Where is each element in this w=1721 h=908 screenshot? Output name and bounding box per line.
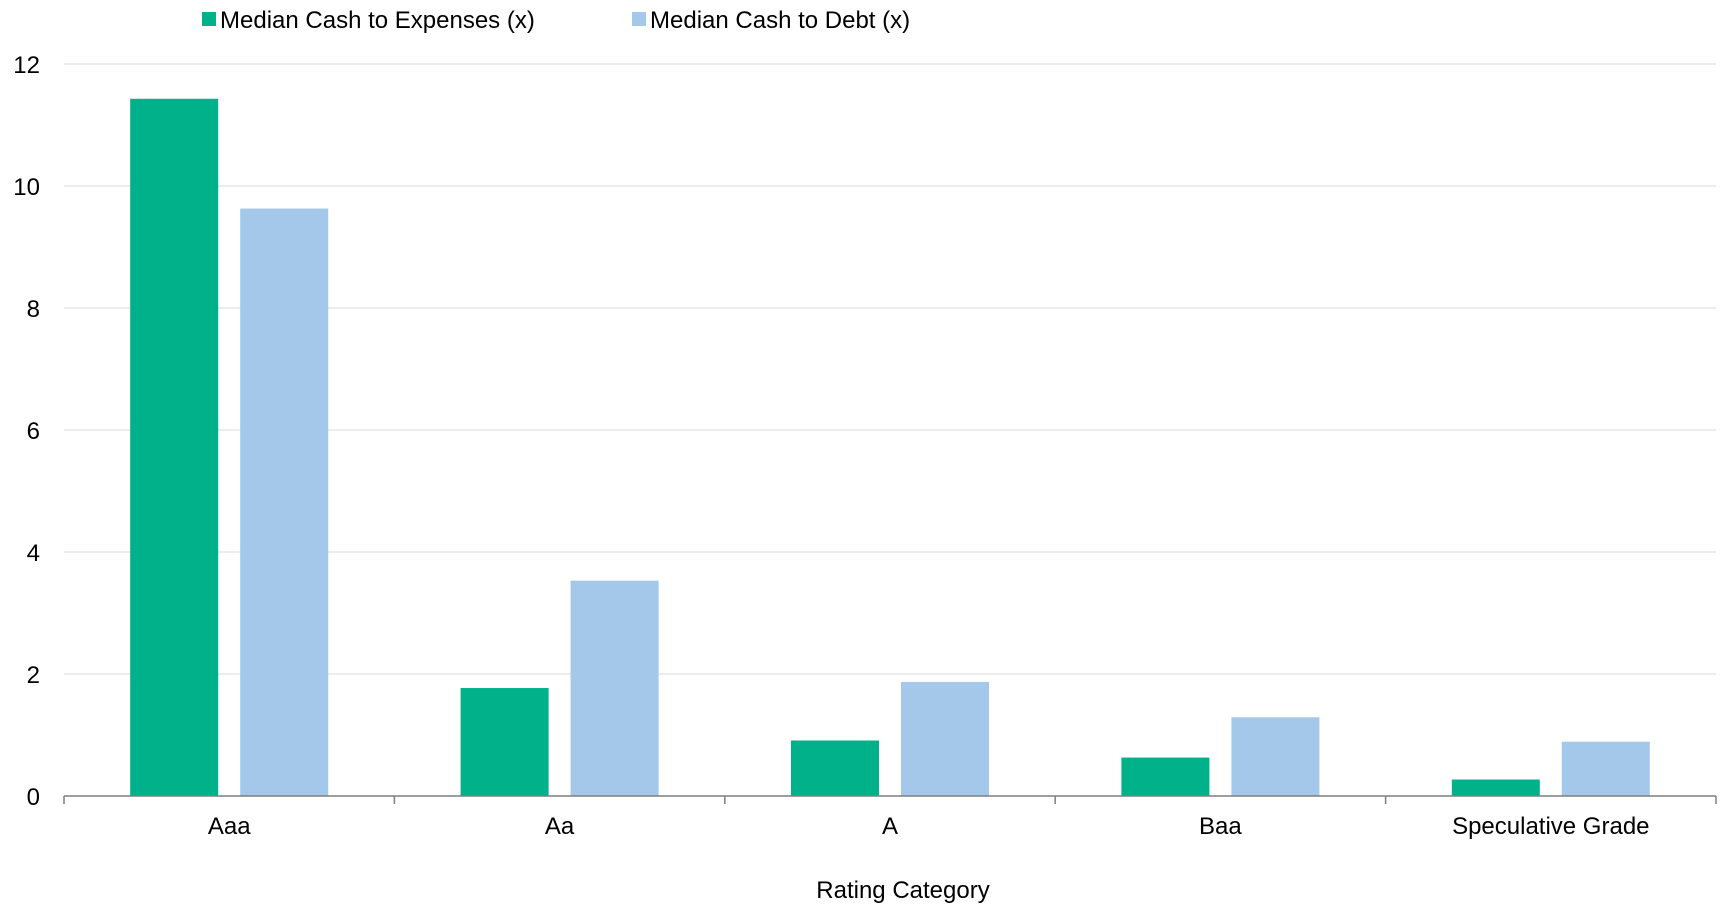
y-tick-label: 0 <box>27 784 40 811</box>
y-tick-label: 2 <box>27 662 40 689</box>
legend-swatch <box>632 12 646 26</box>
bar-cash-to-expenses <box>460 688 549 796</box>
y-tick-label: 4 <box>27 540 40 567</box>
legend: Median Cash to Expenses (x) Median Cash t… <box>202 7 910 34</box>
bar-cash-to-expenses <box>130 98 219 796</box>
bar-cash-to-expenses <box>1121 757 1210 796</box>
legend-label: Median Cash to Debt (x) <box>650 7 910 34</box>
gridlines <box>64 63 1716 675</box>
x-tick-label: Aaa <box>208 813 251 840</box>
x-tick-label: Aa <box>545 813 575 840</box>
axes: 0 2 4 6 8 10 12 Aaa Aa A Baa Speculative Grade <box>13 52 1717 840</box>
legend-swatch <box>202 12 216 26</box>
legend-label: Median Cash to Expenses (x) <box>220 7 535 34</box>
x-axis-title: Rating Category <box>816 877 989 903</box>
bar-cash-to-debt <box>901 681 989 796</box>
y-tick-label: 12 <box>13 52 40 79</box>
x-tick-label: Baa <box>1199 813 1242 840</box>
bar-cash-to-expenses <box>1451 779 1540 796</box>
y-tick-label: 6 <box>27 418 40 445</box>
bar-cash-to-debt <box>240 208 329 796</box>
bar-cash-to-debt <box>1231 717 1320 796</box>
x-tick-label: Speculative Grade <box>1452 813 1649 840</box>
bar-cash-to-expenses <box>791 740 879 796</box>
x-tick-label: A <box>882 813 898 840</box>
bar-cash-to-debt <box>570 580 659 796</box>
bars <box>130 98 1650 796</box>
bar-cash-to-debt <box>1561 741 1650 796</box>
y-tick-label: 10 <box>13 174 40 201</box>
y-tick-label: 8 <box>27 296 40 323</box>
